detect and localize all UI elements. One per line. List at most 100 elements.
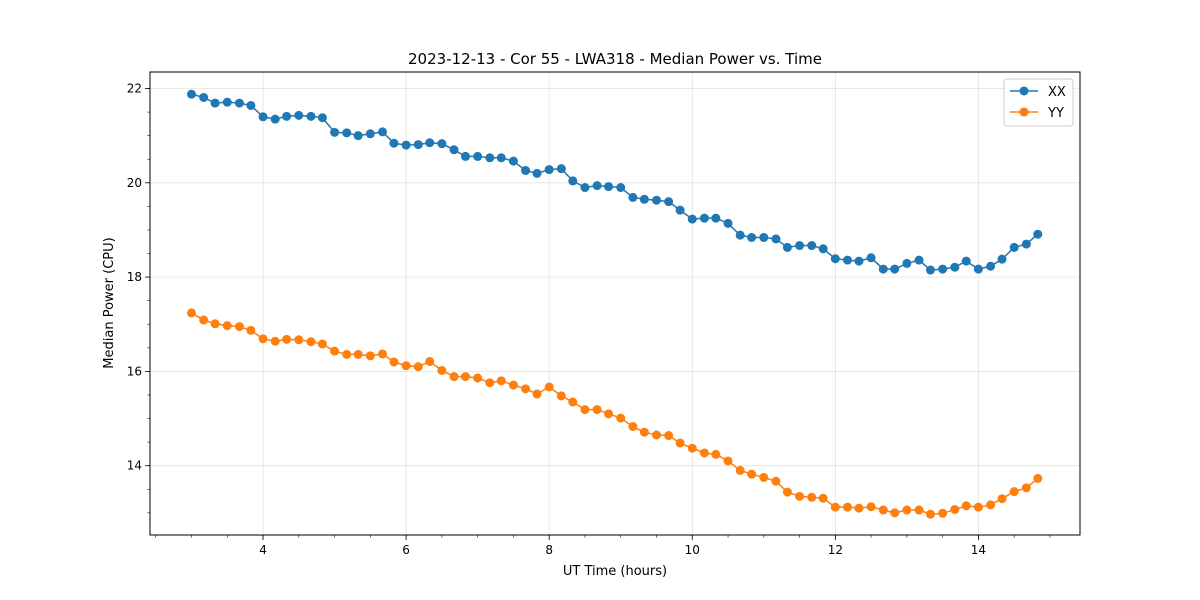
data-point-xx: [521, 166, 531, 176]
data-point-xx: [628, 192, 638, 202]
data-point-xx: [795, 241, 805, 251]
data-point-xx: [675, 205, 685, 215]
data-point-yy: [664, 431, 674, 441]
data-point-xx: [532, 168, 542, 178]
y-tick-label: 14: [127, 459, 142, 473]
data-point-xx: [866, 253, 876, 263]
data-point-yy: [460, 372, 470, 382]
data-point-xx: [365, 129, 375, 139]
legend-marker-xx: [1019, 86, 1029, 96]
data-point-yy: [890, 508, 900, 518]
y-tick-label: 20: [127, 176, 142, 190]
data-point-yy: [282, 334, 292, 344]
data-point-xx: [914, 255, 924, 265]
data-point-yy: [521, 384, 531, 394]
data-point-xx: [425, 138, 435, 148]
data-point-yy: [413, 362, 423, 372]
data-point-xx: [878, 264, 888, 274]
data-point-yy: [782, 487, 792, 497]
data-point-yy: [389, 357, 399, 367]
data-point-xx: [616, 183, 626, 193]
data-point-xx: [544, 165, 554, 175]
data-point-yy: [330, 346, 340, 356]
data-point-yy: [210, 319, 220, 329]
data-point-yy: [544, 382, 554, 392]
data-point-yy: [496, 376, 506, 386]
data-point-xx: [973, 264, 983, 274]
data-point-yy: [699, 448, 709, 458]
data-point-yy: [1009, 487, 1019, 497]
data-point-xx: [270, 114, 280, 124]
data-point-xx: [330, 127, 340, 137]
data-point-xx: [306, 111, 316, 121]
data-point-xx: [353, 131, 363, 141]
data-point-xx: [1021, 239, 1031, 249]
data-point-yy: [270, 336, 280, 346]
data-point-yy: [353, 349, 363, 359]
data-point-yy: [532, 389, 542, 399]
data-point-xx: [199, 92, 209, 102]
data-point-yy: [914, 505, 924, 515]
data-point-yy: [401, 361, 411, 371]
data-point-yy: [818, 493, 828, 503]
data-point-xx: [925, 265, 935, 275]
data-point-yy: [437, 365, 447, 375]
data-point-yy: [568, 397, 578, 407]
data-point-xx: [222, 97, 232, 107]
data-point-yy: [234, 322, 244, 332]
data-point-xx: [186, 89, 196, 99]
data-point-xx: [651, 195, 661, 205]
data-point-xx: [902, 258, 912, 268]
data-point-xx: [830, 254, 840, 264]
x-tick-label: 10: [685, 543, 700, 557]
data-point-yy: [986, 500, 996, 510]
data-point-yy: [639, 427, 649, 437]
data-point-xx: [759, 232, 769, 242]
data-point-yy: [246, 325, 256, 335]
data-point-xx: [997, 254, 1007, 264]
data-point-xx: [317, 113, 327, 123]
data-point-yy: [902, 505, 912, 515]
data-point-yy: [675, 438, 685, 448]
data-point-xx: [401, 140, 411, 150]
data-point-yy: [938, 508, 948, 518]
data-point-xx: [473, 151, 483, 161]
data-point-yy: [258, 334, 268, 344]
legend-label-xx: XX: [1048, 85, 1066, 100]
data-point-xx: [449, 145, 459, 155]
x-tick-label: 12: [828, 543, 843, 557]
data-point-yy: [711, 449, 721, 459]
data-point-xx: [782, 242, 792, 252]
x-tick-label: 14: [971, 543, 986, 557]
data-point-yy: [294, 335, 304, 345]
x-tick-label: 6: [402, 543, 410, 557]
data-point-xx: [437, 139, 447, 149]
data-point-yy: [961, 501, 971, 511]
data-point-yy: [342, 349, 352, 359]
data-point-yy: [473, 373, 483, 383]
data-point-xx: [723, 218, 733, 228]
y-axis-label: Median Power (CPU): [102, 237, 117, 368]
data-point-xx: [568, 176, 578, 186]
data-point-xx: [485, 153, 495, 163]
data-point-xx: [604, 182, 614, 192]
data-point-yy: [854, 503, 864, 513]
data-point-xx: [950, 262, 960, 272]
data-point-yy: [807, 492, 817, 502]
data-point-xx: [294, 110, 304, 120]
y-axis: 14 16 18 20 22: [127, 82, 150, 514]
data-point-yy: [628, 422, 638, 432]
data-point-xx: [986, 261, 996, 271]
y-tick-label: 18: [127, 270, 142, 284]
series-layer: [186, 89, 1043, 519]
data-point-yy: [795, 491, 805, 501]
data-point-xx: [1009, 242, 1019, 252]
data-point-yy: [735, 465, 745, 475]
data-point-yy: [485, 378, 495, 388]
data-point-xx: [210, 98, 220, 108]
x-axis: 4 6 8 10 12 14: [155, 535, 1051, 557]
data-point-xx: [580, 183, 590, 193]
chart-title: 2023-12-13 - Cor 55 - LWA318 - Median Po…: [408, 50, 822, 68]
legend: XX YY: [1003, 78, 1074, 127]
